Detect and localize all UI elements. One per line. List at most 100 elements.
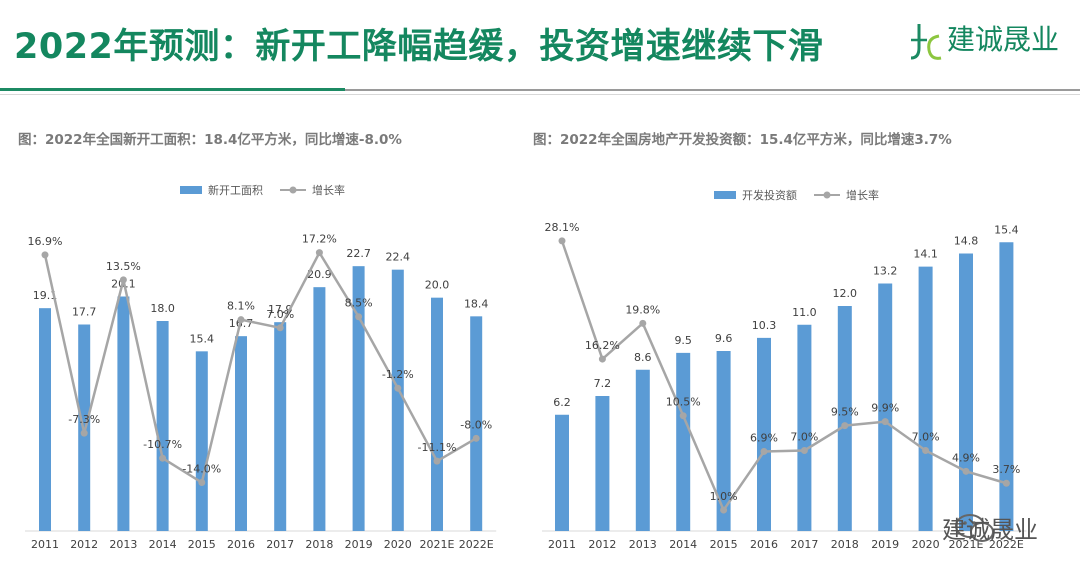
chart2-bar-value-label: 12.0 xyxy=(833,287,858,300)
watermark-text: 建诚晟业 xyxy=(942,516,1038,544)
chart2-bar-value-label: 10.3 xyxy=(752,319,777,332)
chart1-x-tick-label: 2016 xyxy=(227,538,255,551)
chart1-bar-value-label: 22.7 xyxy=(346,247,371,260)
chart2-bar xyxy=(555,414,569,531)
chart1-line-point xyxy=(433,457,441,465)
chart1-line-value-label: -8.0% xyxy=(460,418,492,431)
chart2-line-point xyxy=(881,418,889,426)
chart1-bar-value-label: 18.4 xyxy=(464,297,489,310)
chart1-x-tick-label: 2022E xyxy=(459,538,494,551)
chart2-x-tick-label: 2011 xyxy=(548,538,576,551)
chart2-line-value-label: 9.5% xyxy=(831,406,859,419)
chart1-line-point xyxy=(237,316,245,324)
chart1-bar xyxy=(117,296,130,531)
chart2-bar-value-label: 15.4 xyxy=(994,223,1019,236)
chart2-bar-value-label: 14.8 xyxy=(954,235,979,248)
chart2-bar-value-label: 9.5 xyxy=(674,334,692,347)
chart2-line-point xyxy=(679,412,687,420)
chart2-line-point xyxy=(922,446,930,454)
chart1-line-value-label: -1.2% xyxy=(382,368,414,381)
chart1-line-value-label: 17.2% xyxy=(302,233,337,246)
chart2-line-point xyxy=(800,446,808,454)
chart1-bar-value-label: 20.9 xyxy=(307,268,332,281)
chart1-x-tick-label: 2019 xyxy=(345,538,373,551)
chart2-line-value-label: 7.0% xyxy=(790,430,818,443)
chart1-bar-value-label: 15.4 xyxy=(190,332,215,345)
chart1-legend-bar-label: 新开工面积 xyxy=(208,183,263,197)
chart2-line-value-label: 7.0% xyxy=(912,430,940,443)
chart2-x-tick-label: 2013 xyxy=(629,538,657,551)
chart1-line-value-label: 16.9% xyxy=(28,235,63,248)
chart2-x-tick-label: 2020 xyxy=(912,538,940,551)
chart2-bar xyxy=(999,242,1014,531)
chart1-growth-line xyxy=(43,250,477,485)
chart1-bar xyxy=(195,351,208,531)
chart1-line-point xyxy=(472,434,480,442)
chart2-line-value-label: 28.1% xyxy=(545,221,580,234)
chart1-line-value-label: 8.1% xyxy=(227,300,255,313)
wechat-icon xyxy=(955,514,994,542)
chart1-bar xyxy=(39,308,51,531)
chart2-legend-bar-swatch xyxy=(714,191,736,199)
chart1-bar-value-label: 18.0 xyxy=(150,302,175,315)
chart2-line-value-label: 4.9% xyxy=(952,451,980,464)
chart2-bar-value-label: 7.2 xyxy=(594,377,612,390)
chart1-bar xyxy=(156,321,169,531)
chart1-line-point xyxy=(276,324,284,332)
chart1-bar-value-label: 22.4 xyxy=(386,251,411,264)
chart1-x-tick-label: 2014 xyxy=(149,538,177,551)
chart2-legend-line-marker xyxy=(823,191,831,199)
chart2-line-value-label: 9.9% xyxy=(871,402,899,415)
page-title: 2022年预测：新开工降幅趋缓，投资增速继续下滑 xyxy=(14,27,824,67)
chart1-legend-bar-swatch xyxy=(180,186,202,194)
chart2-bar xyxy=(595,396,610,531)
chart2-bar xyxy=(918,266,933,531)
chart1-line-point xyxy=(198,479,206,487)
chart2-bar xyxy=(676,352,691,531)
chart2-line-point xyxy=(1002,479,1010,487)
chart2-bar xyxy=(757,337,771,531)
chart2-line-value-label: 19.8% xyxy=(625,303,660,316)
chart1-bar xyxy=(470,316,483,531)
chart2-line-point xyxy=(760,447,768,455)
chart2-legend-line-label: 增长率 xyxy=(846,188,879,202)
chart2-bar xyxy=(878,283,893,531)
chart2-line-value-label: 1.0% xyxy=(710,490,738,503)
chart2-bar-value-label: 6.2 xyxy=(553,396,571,409)
chart2-line-point xyxy=(598,355,606,363)
chart2-bar-value-label: 13.2 xyxy=(873,265,898,278)
chart1-x-tick-label: 2018 xyxy=(305,538,333,551)
chart1-bar-value-label: 20.0 xyxy=(425,279,450,292)
chart2-line-point xyxy=(841,422,849,430)
chart1-bar-value-label: 17.9 xyxy=(268,303,293,316)
chart2-x-tick-label: 2022E xyxy=(989,538,1024,551)
chart1-line-point xyxy=(41,251,49,259)
chart2-bar-value-label: 14.1 xyxy=(913,248,938,261)
chart2-legend-bar-label: 开发投资额 xyxy=(742,188,797,202)
chart1-x-tick-label: 2020 xyxy=(384,538,412,551)
chart2-bar-value-label: 8.6 xyxy=(634,351,652,364)
header-rule-gray xyxy=(345,89,1080,91)
chart1-legend-line-marker xyxy=(289,186,297,194)
chart2-x-tick-label: 2014 xyxy=(669,538,697,551)
company-logo-icon xyxy=(910,24,942,60)
chart1-x-tick-label: 2015 xyxy=(188,538,216,551)
chart1-line-value-label: -11.1% xyxy=(418,441,457,454)
chart2-bar-value-label: 11.0 xyxy=(792,306,817,319)
chart1-line-point xyxy=(119,276,127,284)
chart2-line-value-label: 3.7% xyxy=(992,463,1020,476)
chart2-growth-line xyxy=(560,240,1007,513)
chart2-x-tick-label: 2012 xyxy=(588,538,616,551)
logo-text: 建诚晟业 xyxy=(947,23,1060,56)
chart1-line-point xyxy=(355,313,363,321)
chart2-line-point xyxy=(558,237,566,245)
chart1-bar-value-label: 17.7 xyxy=(72,306,97,319)
chart1-line-value-label: -10.7% xyxy=(143,438,182,451)
chart2-line-value-label: 16.2% xyxy=(585,339,620,352)
header-rule-thin xyxy=(0,94,1080,95)
chart1-line-point xyxy=(80,429,88,437)
chart1-bar xyxy=(352,266,365,531)
chart2-bar xyxy=(716,351,731,531)
chart2-x-tick-label: 2016 xyxy=(750,538,778,551)
chart2-bar xyxy=(797,324,812,531)
